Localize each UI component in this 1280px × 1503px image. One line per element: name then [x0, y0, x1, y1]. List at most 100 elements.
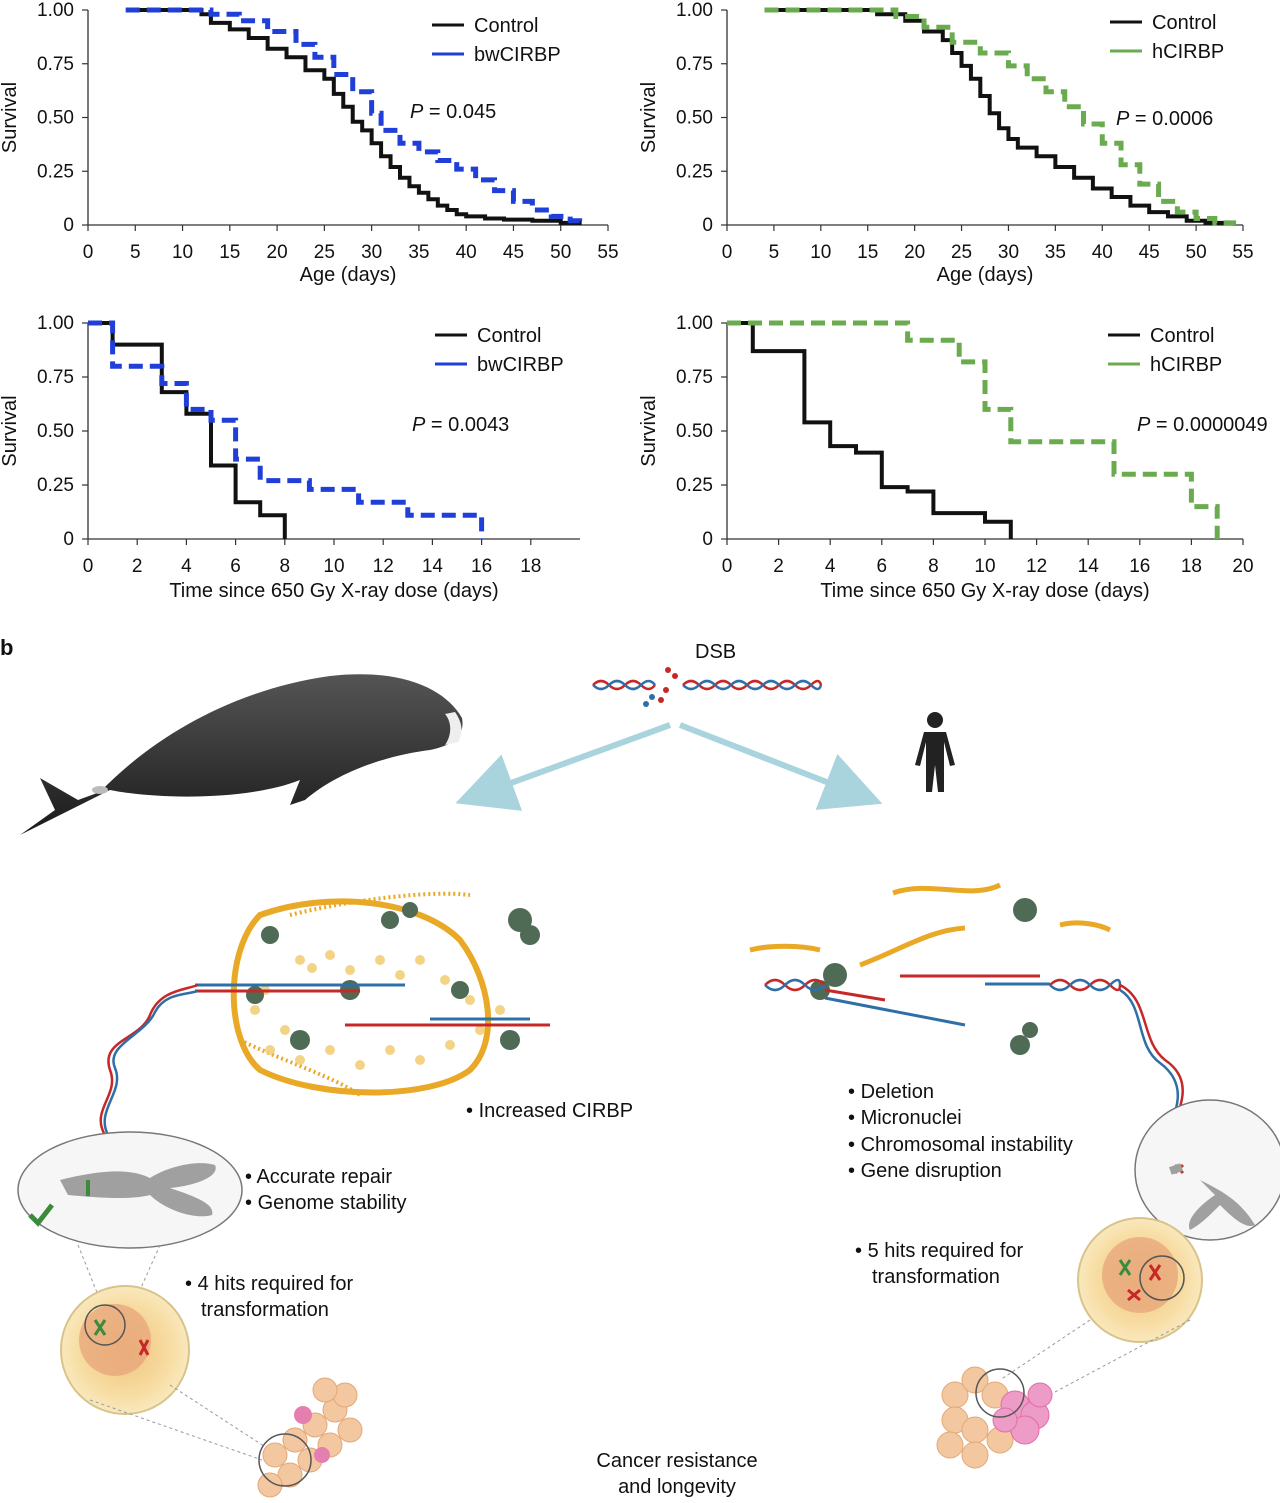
x-tick-label: 6 — [877, 556, 888, 577]
y-tick-label: 0.50 — [37, 108, 74, 129]
check-icon — [28, 1203, 54, 1227]
series-line-hcirbp — [727, 320, 1220, 539]
x-tick-label: 20 — [904, 242, 925, 263]
x-tick-label: 0 — [722, 556, 733, 577]
y-tick-label: 1.00 — [37, 0, 74, 21]
y-tick-label: 1.00 — [676, 0, 713, 21]
legend-label: hCIRBP — [1150, 354, 1222, 376]
bullet-whale-hits-2: transformation — [201, 1299, 329, 1321]
legend-label: Control — [1152, 12, 1216, 34]
x-tick-label: 14 — [422, 556, 444, 577]
conclusion-line-1: Cancer resistance — [596, 1450, 757, 1472]
whale-cell-icon — [60, 1244, 271, 1461]
conclusion-line-2: and longevity — [618, 1476, 736, 1498]
x-tick-label: 15 — [857, 242, 878, 263]
arrow-to-whale — [455, 722, 672, 811]
x-tick-label: 12 — [1026, 556, 1047, 577]
bullet-micronuclei: • Micronuclei — [848, 1107, 962, 1129]
x-tick-label: 40 — [1092, 242, 1113, 263]
x-tick-label: 15 — [219, 242, 240, 263]
x-tick-label: 25 — [951, 242, 972, 263]
x-axis-label: Time since 650 Gy X-ray dose (days) — [169, 580, 498, 602]
whale-tissue-icon — [257, 1377, 363, 1498]
y-tick-label: 0.25 — [676, 161, 713, 182]
p-value: P = 0.0000049 — [1137, 414, 1268, 436]
x-tick-label: 8 — [280, 556, 291, 577]
x-tick-label: 55 — [1232, 242, 1253, 263]
legend-label: Control — [477, 325, 541, 347]
x-tick-label: 0 — [83, 242, 94, 263]
x-tick-label: 0 — [83, 556, 94, 577]
y-tick-label: 0 — [702, 529, 713, 550]
series-line-control — [125, 8, 582, 225]
y-tick-label: 0.75 — [37, 54, 74, 75]
legend-label: hCIRBP — [1152, 41, 1224, 63]
x-tick-label: 20 — [267, 242, 288, 263]
dsb-dna-icon — [592, 667, 823, 707]
x-tick-label: 14 — [1078, 556, 1100, 577]
x-tick-label: 20 — [1232, 556, 1253, 577]
bullet-human-hits-2: transformation — [872, 1266, 1000, 1288]
axes-frame — [87, 10, 608, 226]
survival-chart-bwcirbp-xray: 0 0.25 0.50 0.75 1.00 0 2 4 6 8 10 12 14 16 18 Survival… — [0, 313, 580, 602]
y-tick-label: 1.00 — [37, 313, 74, 334]
x-tick-label: 45 — [1139, 242, 1160, 263]
x-tick-label: 8 — [928, 556, 939, 577]
series-line-control — [727, 321, 1013, 539]
bullet-accurate-repair: • Accurate repair — [245, 1166, 392, 1188]
bullet-human-hits-1: • 5 hits required for — [855, 1240, 1024, 1262]
y-axis-label: Survival — [638, 82, 660, 153]
x-tick-label: 16 — [1129, 556, 1150, 577]
y-tick-label: 0.75 — [37, 367, 74, 388]
y-tick-label: 0.25 — [676, 475, 713, 496]
survival-chart-hcirbp-xray: 0 0.25 0.50 0.75 1.00 0 2 4 6 8 10 12 14 16 18 20 Surviv… — [638, 313, 1268, 602]
bowhead-whale-icon — [20, 674, 463, 835]
x-axis-label: Time since 650 Gy X-ray dose (days) — [820, 580, 1149, 602]
series-line-control — [88, 321, 287, 539]
legend-label: bwCIRBP — [474, 44, 561, 66]
x-tick-label: 4 — [181, 556, 192, 577]
x-tick-label: 30 — [361, 242, 382, 263]
x-tick-label: 10 — [172, 242, 193, 263]
bullet-chromosomal-instability: • Chromosomal instability — [848, 1134, 1073, 1156]
bullet-whale-hits-1: • 4 hits required for — [185, 1273, 354, 1295]
whale-repair-complex — [99, 891, 550, 1136]
x-tick-label: 0 — [722, 242, 733, 263]
human-cell-icon — [999, 1217, 1203, 1401]
y-tick-label: 0.75 — [676, 367, 713, 388]
bullet-deletion: • Deletion — [848, 1081, 934, 1103]
y-tick-label: 0.50 — [676, 108, 713, 129]
x-tick-label: 18 — [1181, 556, 1202, 577]
x-tick-label: 35 — [1045, 242, 1066, 263]
x-tick-label: 10 — [974, 556, 995, 577]
x-tick-label: 12 — [373, 556, 394, 577]
human-silhouette-icon — [915, 712, 955, 792]
y-tick-label: 0 — [63, 529, 74, 550]
x-tick-label: 18 — [520, 556, 541, 577]
y-tick-label: 0.25 — [37, 161, 74, 182]
series-line-control — [764, 8, 1236, 225]
arrow-to-human — [678, 722, 883, 810]
series-line-bwcirbp — [125, 7, 583, 225]
x-tick-label: 25 — [314, 242, 335, 263]
x-tick-label: 10 — [323, 556, 344, 577]
legend-label: Control — [474, 15, 538, 37]
y-tick-label: 0 — [702, 215, 713, 236]
human-damage-complex — [749, 882, 1184, 1133]
x-tick-label: 50 — [550, 242, 571, 263]
x-tick-label: 5 — [769, 242, 780, 263]
y-tick-label: 1.00 — [676, 313, 713, 334]
y-tick-label: 0.50 — [676, 421, 713, 442]
survival-chart-hcirbp-age: 0 0.25 0.50 0.75 1.00 0 5 10 15 20 25 30 35 40 45 50 55 S… — [638, 0, 1254, 286]
x-tick-label: 40 — [456, 242, 477, 263]
x-tick-label: 30 — [998, 242, 1019, 263]
y-tick-label: 0.50 — [37, 421, 74, 442]
series-line-bwcirbp — [88, 320, 485, 539]
x-tick-label: 45 — [503, 242, 524, 263]
p-value: P = 0.045 — [410, 101, 496, 123]
human-chromosome-panel — [1134, 1099, 1280, 1241]
legend-label: bwCIRBP — [477, 354, 564, 376]
increased-cirbp-text: • Increased CIRBP — [466, 1100, 633, 1122]
x-tick-label: 5 — [130, 242, 141, 263]
